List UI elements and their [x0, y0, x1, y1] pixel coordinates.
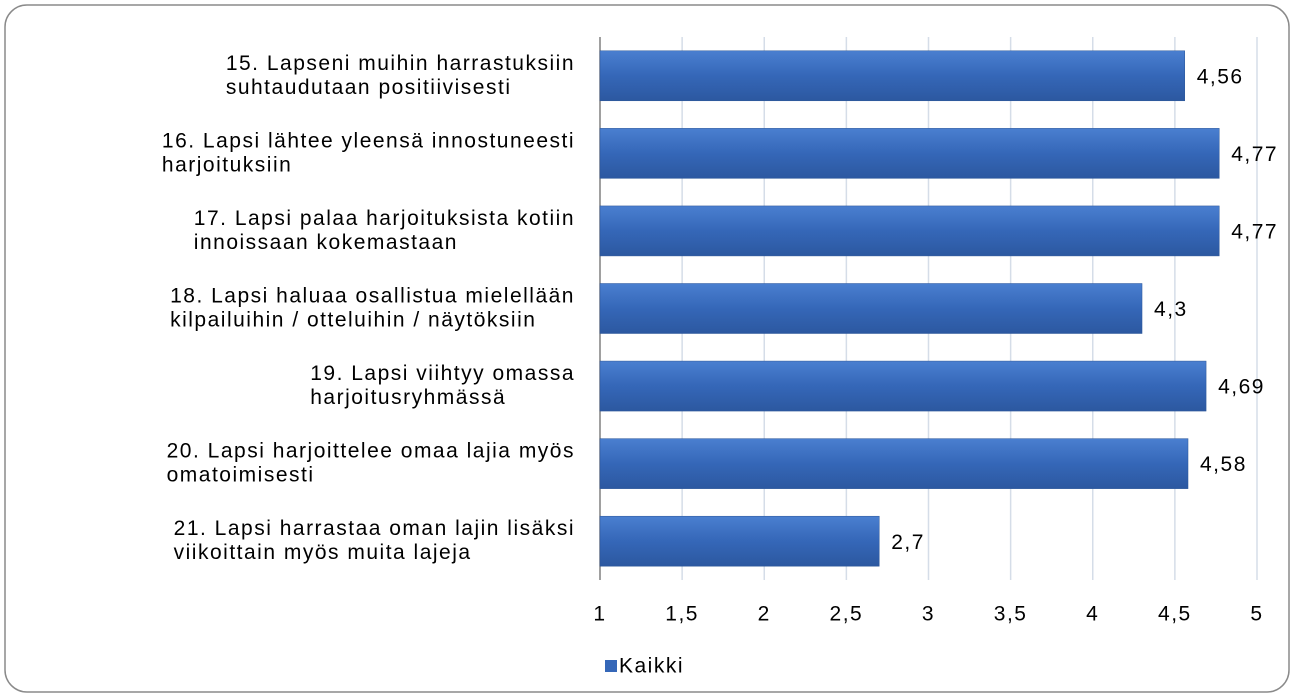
category-label: 20. Lapsi harjoittelee omaa lajia myös om… — [167, 439, 575, 486]
value-label: 4,77 — [1231, 143, 1278, 166]
category-line: 17. Lapsi palaa harjoituksista kotiin — [194, 206, 575, 229]
value-label: 4,56 — [1197, 65, 1244, 88]
legend-swatch — [605, 660, 617, 672]
value-label: 4,77 — [1231, 220, 1278, 243]
bar — [599, 515, 880, 567]
category-line: 20. Lapsi harjoittelee omaa lajia myös — [167, 439, 575, 462]
bar — [599, 360, 1207, 412]
x-tick-label: 3 — [922, 603, 935, 626]
category-line: innoissaan kokemastaan — [194, 230, 458, 253]
chart-border — [4, 4, 1290, 693]
x-tick-label: 1 — [593, 603, 606, 626]
category-line: viikoittain myös muita lajeja — [174, 541, 472, 564]
category-label: 17. Lapsi palaa harjoituksista kotiin inn… — [194, 206, 575, 253]
category-label: 18. Lapsi haluaa osallistua mielellään ki… — [170, 284, 575, 331]
x-tick-label: 3,5 — [994, 603, 1028, 626]
value-label: 2,7 — [891, 531, 925, 554]
bar — [599, 128, 1220, 179]
x-tick-label: 1,5 — [665, 603, 699, 626]
x-tick-label: 4 — [1086, 603, 1099, 626]
value-label: 4,58 — [1200, 453, 1247, 476]
category-line: kilpailuihin / otteluihin / näytöksiin — [170, 308, 536, 331]
bar — [599, 205, 1220, 257]
value-label: 4,69 — [1218, 376, 1265, 399]
category-line: omatoimisesti — [167, 463, 315, 486]
x-tick-label: 4,5 — [1158, 603, 1192, 626]
category-line: harjoitusryhmässä — [310, 386, 506, 409]
bar — [599, 283, 1143, 334]
category-label: 16. Lapsi lähtee yleensä innostuneesti ha… — [162, 129, 575, 176]
bar — [599, 438, 1189, 489]
category-line: harjoituksiin — [162, 153, 292, 176]
category-label: 15. Lapseni muihin harrastuksiin suhtaudu… — [226, 51, 575, 98]
x-tick-label: 2,5 — [830, 603, 864, 626]
category-line: suhtaudutaan positiivisesti — [226, 75, 512, 98]
category-line: 15. Lapseni muihin harrastuksiin — [226, 51, 575, 74]
value-label: 4,3 — [1154, 298, 1188, 321]
category-line: 16. Lapsi lähtee yleensä innostuneesti — [162, 129, 575, 152]
x-tick-label: 5 — [1250, 603, 1263, 626]
category-line: 19. Lapsi viihtyy omassa — [310, 362, 575, 385]
category-label: 19. Lapsi viihtyy omassa harjoitusryhmäss… — [310, 362, 575, 409]
category-line: 18. Lapsi haluaa osallistua mielellään — [170, 284, 575, 307]
category-label: 21. Lapsi harrastaa oman lajin lisäksi vi… — [174, 517, 575, 564]
category-line: 21. Lapsi harrastaa oman lajin lisäksi — [174, 517, 575, 540]
x-tick-label: 2 — [758, 603, 771, 626]
bar — [599, 50, 1185, 102]
legend-label: Kaikki — [619, 655, 684, 678]
